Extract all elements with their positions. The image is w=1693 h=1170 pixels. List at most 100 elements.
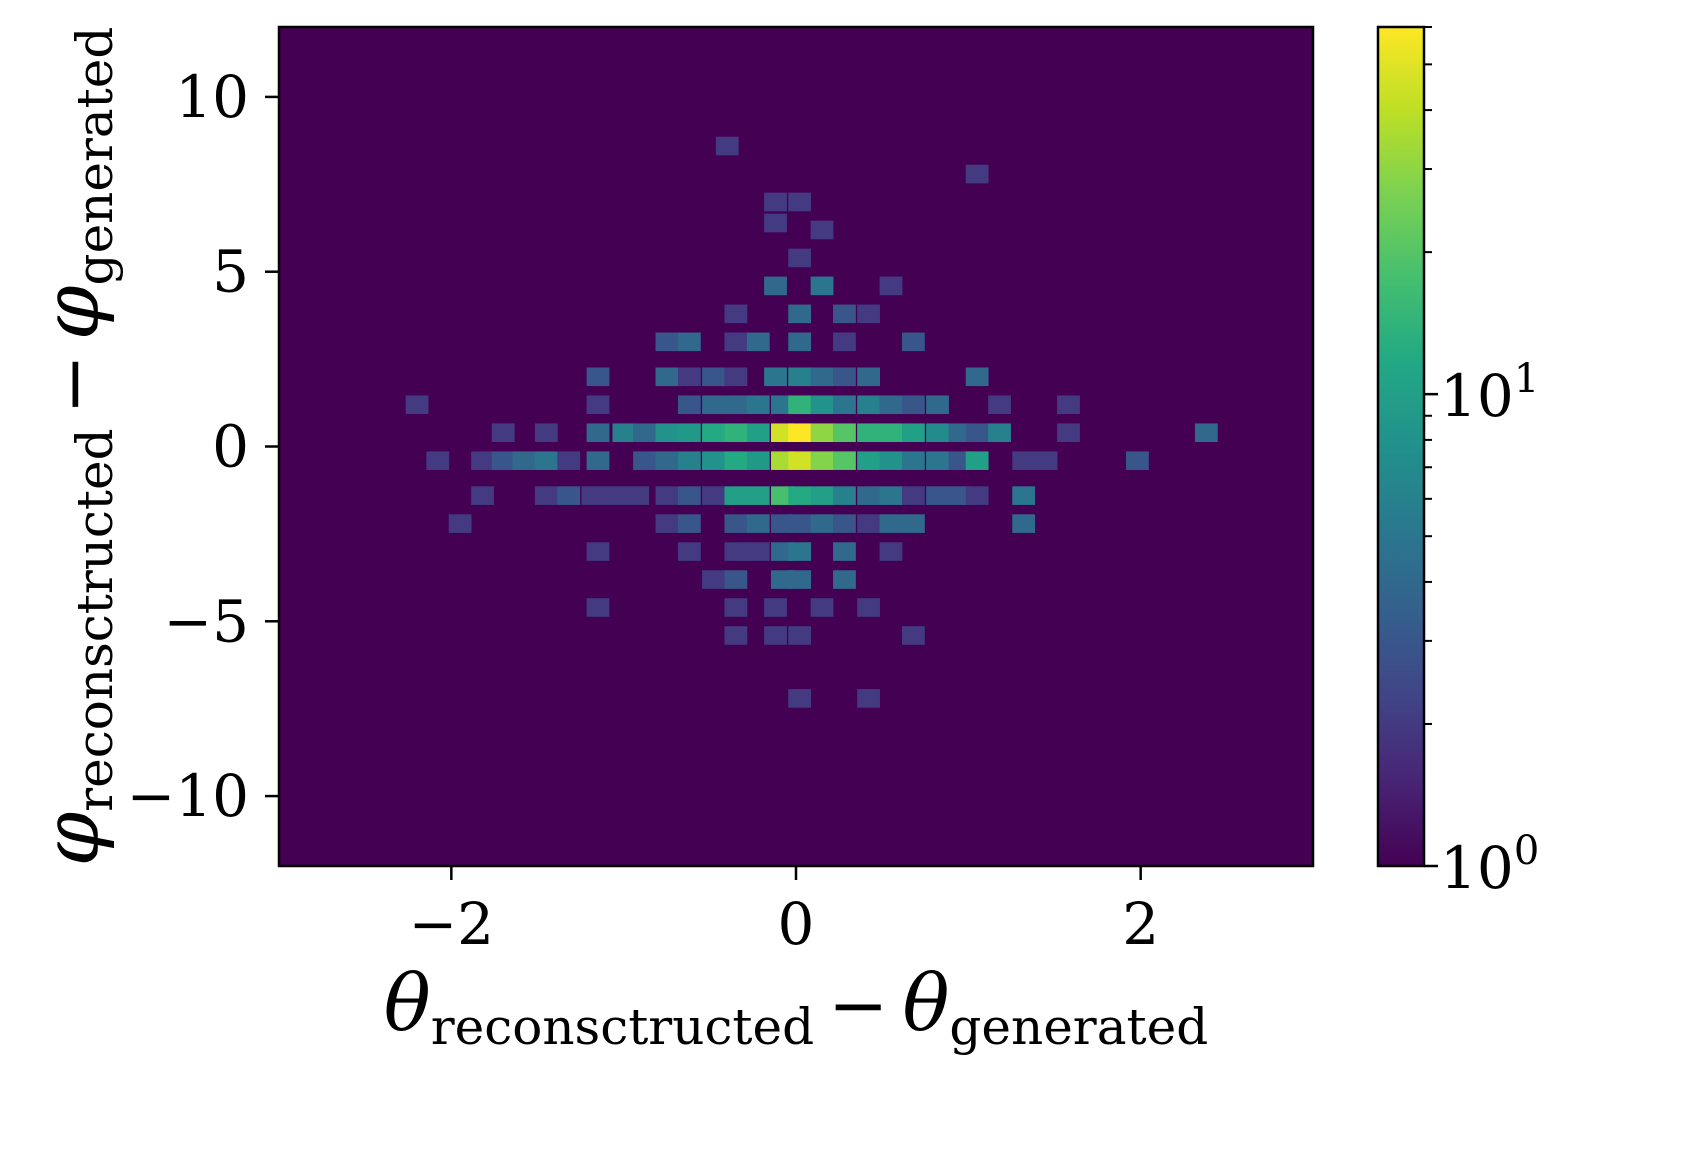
- histogram-bin: [557, 451, 581, 470]
- histogram-bin: [724, 570, 748, 589]
- histogram-bin: [471, 486, 494, 505]
- histogram-bin: [724, 626, 748, 645]
- histogram-bin: [833, 486, 856, 505]
- histogram-bin: [724, 514, 748, 533]
- y-axis-title-phi: φ: [27, 811, 117, 866]
- histogram-bin: [857, 395, 880, 415]
- histogram-bin: [771, 570, 794, 589]
- histogram-bin: [586, 542, 610, 561]
- histogram-bin: [857, 367, 880, 387]
- histogram-bin: [724, 542, 748, 561]
- y-axis-title-sub2: generated: [66, 27, 124, 286]
- histogram-bin: [788, 367, 812, 387]
- histogram-bin: [771, 451, 794, 470]
- histogram-bin: [677, 542, 701, 561]
- histogram-bin: [746, 486, 770, 505]
- histogram-bin: [677, 395, 701, 415]
- histogram-bin: [677, 367, 701, 387]
- histogram-bin: [603, 486, 627, 505]
- histogram-bin: [1034, 451, 1058, 470]
- histogram-bin: [788, 542, 812, 561]
- colorbar-ticks: 100 101: [1424, 26, 1539, 902]
- histogram-bin: [833, 395, 856, 415]
- histogram-bin: [788, 304, 812, 324]
- histogram-bin: [879, 276, 903, 296]
- histogram-bin: [426, 451, 450, 470]
- x-axis-title-sub2: generated: [949, 998, 1208, 1056]
- histogram-bin: [810, 220, 834, 240]
- histogram-bin: [715, 136, 739, 156]
- colorbar: 100 101: [1376, 25, 1539, 902]
- histogram-bin: [702, 367, 725, 387]
- histogram-bin: [724, 332, 748, 352]
- histogram-bin: [879, 451, 903, 470]
- y-tick-label: 10: [175, 63, 249, 131]
- histogram-bin: [702, 423, 725, 443]
- histogram-bin: [746, 542, 770, 561]
- histogram-bin: [724, 367, 748, 387]
- histogram-bin: [677, 423, 701, 443]
- histogram-bin: [857, 304, 880, 324]
- histogram-bin: [1057, 395, 1080, 415]
- histogram-bin: [534, 451, 558, 470]
- histogram-bin: [764, 213, 787, 233]
- histogram-bin: [586, 598, 610, 617]
- histogram-bin: [926, 423, 949, 443]
- histogram-bin: [655, 451, 679, 470]
- histogram-bin: [833, 304, 856, 324]
- histogram-bin: [948, 423, 972, 443]
- histogram-bin: [857, 689, 880, 708]
- histogram-bin: [788, 570, 812, 589]
- y-tick-label: 5: [212, 238, 249, 306]
- histogram-bin: [724, 395, 748, 415]
- histogram-bin: [810, 514, 834, 533]
- histogram-bin: [810, 276, 834, 296]
- histogram-bin: [655, 423, 679, 443]
- y-axis-ticks: 10 5 0 −5 −10: [127, 63, 279, 830]
- histogram-bin: [988, 423, 1011, 443]
- histogram-bin: [1057, 423, 1080, 443]
- histogram-bin: [901, 423, 925, 443]
- x-axis-title-sub1: reconsctructed: [431, 998, 814, 1056]
- histogram-bin: [948, 451, 972, 470]
- y-axis-title-sub1: reconsctructed: [66, 428, 124, 811]
- histogram-bin: [879, 395, 903, 415]
- x-axis-title: θreconsctructed − θgenerated: [384, 959, 1208, 1056]
- histogram-bin: [586, 423, 610, 443]
- histogram-bin: [771, 395, 794, 415]
- histogram-bin: [926, 486, 949, 505]
- histogram-bin: [677, 332, 701, 352]
- histogram-bin: [1012, 514, 1036, 533]
- histogram-bin: [702, 570, 725, 589]
- y-tick-label: −10: [127, 762, 249, 830]
- histogram-bin: [491, 451, 515, 470]
- histogram-bin: [965, 423, 989, 443]
- x-axis-title-theta2: θ: [902, 959, 949, 1049]
- histogram-bin: [810, 395, 834, 415]
- histogram-bin: [764, 276, 787, 296]
- histogram-bin: [833, 423, 856, 443]
- colorbar-gradient: [1376, 25, 1426, 868]
- x-axis-title-theta: θ: [384, 959, 431, 1049]
- x-axis-ticks: −2 0 2: [409, 866, 1159, 958]
- histogram-bin: [788, 248, 812, 268]
- histogram-bin: [581, 486, 605, 505]
- histogram-bin: [612, 423, 636, 443]
- histogram-bin: [833, 570, 856, 589]
- colorbar-tick-label: 100: [1440, 828, 1539, 902]
- histogram-bin: [788, 626, 812, 645]
- histogram-bin: [965, 164, 989, 184]
- histogram-bin: [879, 514, 903, 533]
- histogram-bin: [879, 542, 903, 561]
- histogram-bin: [764, 367, 787, 387]
- histogram-bin: [810, 451, 834, 470]
- histogram-bin: [788, 514, 812, 533]
- histogram-bin: [702, 395, 725, 415]
- plot-area: [277, 25, 1315, 868]
- histogram-bin: [764, 192, 787, 212]
- histogram-bin: [833, 542, 856, 561]
- histogram-bin: [810, 598, 834, 617]
- histogram-bins: [405, 136, 1218, 708]
- histogram-bin: [746, 451, 770, 470]
